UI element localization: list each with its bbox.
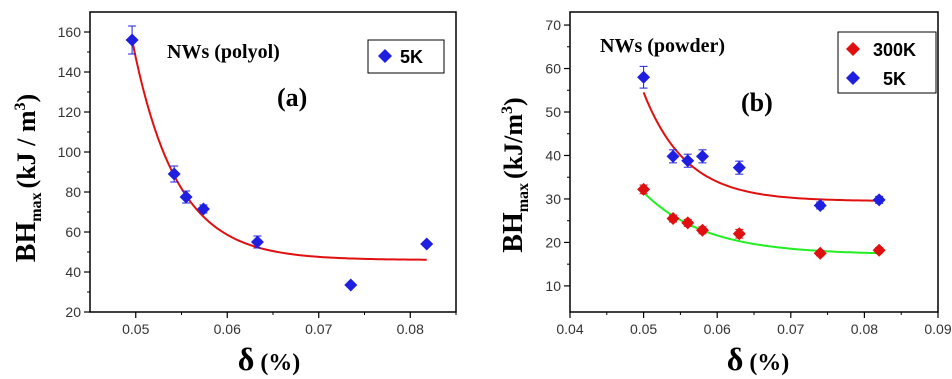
y-title-sub-b: max xyxy=(515,183,532,212)
y-tick-label: 140 xyxy=(58,64,82,80)
y-title-main-a: BH xyxy=(11,222,42,263)
x-title-units-b: (%) xyxy=(749,350,789,376)
y-title-units-a: (kJ / m xyxy=(12,110,41,188)
data-point-5k xyxy=(196,202,210,216)
data-points-b xyxy=(637,65,886,260)
legend-b: 300K 5K xyxy=(837,31,937,94)
fit-curve-5k xyxy=(642,92,880,202)
data-point-5k xyxy=(695,149,709,163)
y-tick-label: 80 xyxy=(65,184,81,200)
y-tick-label: 120 xyxy=(58,104,82,120)
y-title-sup-a: 3 xyxy=(12,102,29,110)
data-point-5k xyxy=(179,190,193,204)
data-point-300k xyxy=(732,227,746,241)
x-tick-label: 0.05 xyxy=(630,321,657,337)
data-point-5k xyxy=(681,154,695,168)
chart-panel-b: 0.04 0.05 0.06 0.07 0.08 0.09 10203040506070 … xyxy=(498,11,952,377)
x-tick-label: 0.05 xyxy=(122,321,149,337)
panel-label-b: (b) xyxy=(741,88,773,117)
data-point-5k xyxy=(813,198,827,212)
x-tick-label: 0.06 xyxy=(704,321,731,337)
y-title-close-b: ) xyxy=(499,97,528,106)
data-points-a xyxy=(125,25,434,292)
data-point-5k xyxy=(732,161,746,175)
y-title-sup-b: 3 xyxy=(499,106,516,114)
data-point-5k xyxy=(420,237,434,251)
legend-label-5k-b: 5K xyxy=(883,69,906,89)
y-ticks-b: 10 20 30 40 50 60 70 xyxy=(545,17,570,294)
x-tick-label: 0.06 xyxy=(214,321,241,337)
y-tick-label: 40 xyxy=(545,147,561,163)
x-tick-label: 0.09 xyxy=(924,321,951,337)
data-point-300k xyxy=(813,246,827,260)
chart-title-b: NWs (powder) xyxy=(600,35,725,57)
y-tick-label: 10 xyxy=(545,278,561,294)
y-tick-label: 20 xyxy=(545,234,561,250)
data-point-300k xyxy=(681,216,695,230)
y-title-sub-a: max xyxy=(28,192,45,221)
x-title-main-b: δ xyxy=(727,341,744,377)
y-title-main-b: BH xyxy=(498,212,529,253)
x-ticks-b: 0.04 0.05 0.06 0.07 0.08 0.09 xyxy=(556,312,952,337)
y-title-close-a: ) xyxy=(12,94,41,103)
x-axis-title-a: δ (%) xyxy=(238,341,301,377)
x-tick-label: 0.07 xyxy=(305,321,332,337)
y-tick-label: 50 xyxy=(545,104,561,120)
x-ticks-a: 0.05 0.06 0.07 0.08 xyxy=(122,312,457,337)
legend-a: 5K xyxy=(367,39,445,74)
data-point-5k xyxy=(666,149,680,163)
legend-label-5k-a: 5K xyxy=(400,47,423,67)
data-point-5k xyxy=(344,278,358,292)
legend-marker-5k-a xyxy=(378,49,392,63)
x-tick-label: 0.04 xyxy=(556,321,583,337)
legend-label-300k-b: 300K xyxy=(873,40,916,60)
x-tick-label: 0.07 xyxy=(777,321,804,337)
legend-marker-5k-b xyxy=(846,71,860,85)
chart-title-a: NWs (polyol) xyxy=(167,41,280,63)
data-point-5k xyxy=(872,193,886,207)
x-title-units-a: (%) xyxy=(260,350,300,376)
y-tick-label: 20 xyxy=(65,304,81,320)
data-point-300k xyxy=(666,212,680,226)
fit-curves-a xyxy=(131,39,427,261)
x-tick-label: 0.08 xyxy=(851,321,878,337)
y-tick-label: 40 xyxy=(65,264,81,280)
y-tick-label: 100 xyxy=(58,144,82,160)
y-axis-title-b: BHmax (kJ/m3) xyxy=(498,97,532,252)
y-tick-label: 60 xyxy=(65,224,81,240)
y-title-units-b: (kJ/m xyxy=(499,114,528,179)
data-point-5k xyxy=(167,167,181,181)
y-axis-title-a: BHmax (kJ / m3) xyxy=(11,94,45,262)
y-tick-label: 60 xyxy=(545,61,561,77)
data-point-5k xyxy=(637,70,651,84)
data-point-5k xyxy=(125,33,139,47)
panel-label-a: (a) xyxy=(277,83,307,112)
fit-curve-300k xyxy=(642,191,880,255)
fit-curve-5k xyxy=(131,39,427,261)
chart-panel-a: 0.05 0.06 0.07 0.08 20 40 60 80 100 120 140 160 NW… xyxy=(11,11,457,377)
data-point-300k xyxy=(872,243,886,257)
y-ticks-a: 20 40 60 80 100 120 140 160 xyxy=(58,24,90,320)
y-tick-label: 160 xyxy=(58,24,82,40)
x-title-main-a: δ xyxy=(238,341,255,377)
data-point-300k xyxy=(637,182,651,196)
x-axis-title-b: δ (%) xyxy=(727,341,790,377)
y-tick-label: 30 xyxy=(545,191,561,207)
y-tick-label: 70 xyxy=(545,17,561,33)
x-tick-label: 0.08 xyxy=(397,321,424,337)
data-point-5k xyxy=(250,235,264,249)
data-point-300k xyxy=(695,223,709,237)
legend-marker-300k-b xyxy=(846,42,860,56)
